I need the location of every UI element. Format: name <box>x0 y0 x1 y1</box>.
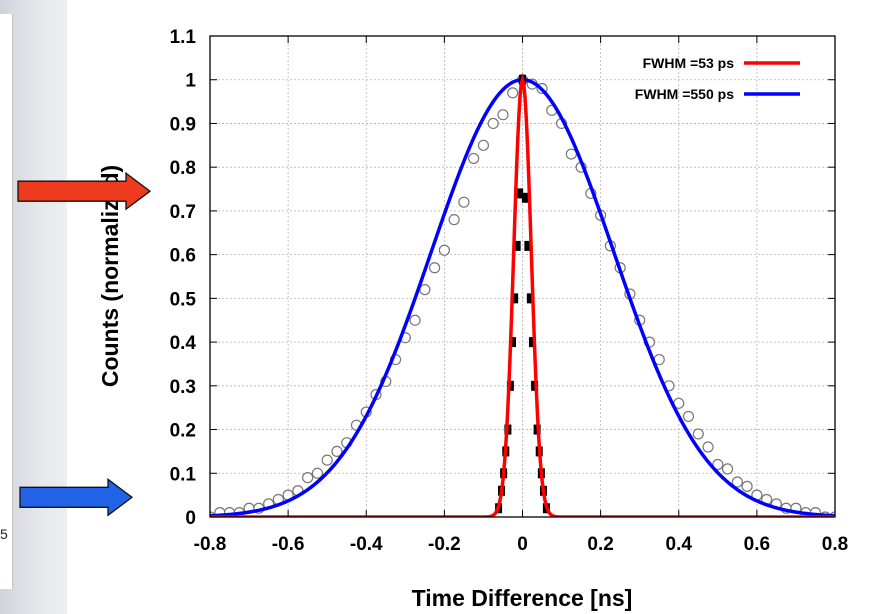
y-tick-label: 0 <box>185 508 196 529</box>
x-tick-label: -0.6 <box>272 534 305 555</box>
x-tick-label: 0.8 <box>822 534 848 555</box>
red-data-point <box>528 337 536 348</box>
blue-data-point <box>448 214 460 226</box>
x-tick-label: 0.4 <box>666 534 693 555</box>
blue-data-point <box>682 410 695 423</box>
red-data-point <box>524 240 532 251</box>
blue-data-point <box>487 117 499 130</box>
y-tick-label: 1.1 <box>170 27 197 48</box>
red-data-point <box>509 337 517 348</box>
blue-data-point <box>331 445 343 458</box>
blue-data-point <box>712 458 724 471</box>
x-tick-label: 0.2 <box>587 534 613 555</box>
legend-label-red: FWHM =53 ps <box>643 55 735 71</box>
blue-data-point <box>692 428 704 440</box>
series-layer <box>210 73 835 517</box>
blue-data-point <box>702 441 714 453</box>
x-axis-label: Time Difference [ns] <box>412 585 633 611</box>
red-fit-line <box>210 73 835 517</box>
blue-data-point <box>731 476 743 488</box>
legend: FWHM =53 ps FWHM =550 ps <box>635 55 800 102</box>
y-tick-label: 0.5 <box>170 289 197 310</box>
blue-data-point <box>565 148 577 160</box>
blue-data-point <box>311 467 324 479</box>
y-tick-label: 0.4 <box>170 333 197 354</box>
y-tick-label: 0.3 <box>170 377 196 398</box>
red-arrow <box>17 171 152 211</box>
y-tick-label: 0.1 <box>170 464 197 485</box>
legend-label-blue: FWHM =550 ps <box>635 86 734 102</box>
blue-data-point <box>429 262 441 274</box>
left-background-panel: 5 <box>0 0 67 614</box>
blue-data-point <box>458 196 470 208</box>
x-tick-label: -0.4 <box>350 534 383 555</box>
partial-figure-fragment <box>0 14 13 589</box>
red-data-point <box>511 293 519 304</box>
annotations <box>17 171 152 517</box>
y-tick-label: 0.2 <box>170 421 196 442</box>
y-tick-label: 0.6 <box>170 246 196 267</box>
blue-data-point <box>409 314 421 326</box>
blue-data-point <box>321 454 333 466</box>
blue-arrow <box>19 477 134 517</box>
x-tick-label: -0.8 <box>194 534 227 555</box>
y-axis-label: Counts (normalized) <box>97 165 123 387</box>
blue-data-point <box>497 109 509 121</box>
x-tick-label: -0.2 <box>428 534 461 555</box>
blue-data-point <box>302 472 314 484</box>
partial-tick-label: 5 <box>0 526 8 542</box>
y-tick-label: 0.8 <box>170 158 196 179</box>
red-data-point <box>521 192 529 203</box>
y-tick-label: 0.9 <box>170 114 196 135</box>
blue-data-point <box>721 463 734 475</box>
y-tick-label: 1 <box>185 71 196 92</box>
x-tick-label: 0 <box>517 534 528 555</box>
grid-lines <box>210 36 835 517</box>
blue-data-point <box>477 139 490 151</box>
axis-ticks: -0.8 -0.6 -0.4 -0.2 0 0.2 0.4 0.6 0.8 0 0.1 0.2 0.3 0… <box>170 27 849 555</box>
blue-data-point <box>419 284 431 296</box>
red-data-point <box>516 188 524 199</box>
blue-data-point <box>438 244 450 256</box>
red-data-point <box>513 240 521 251</box>
y-tick-label: 0.7 <box>170 202 196 223</box>
blue-data-point <box>741 480 753 492</box>
blue-data-point <box>507 87 519 99</box>
red-data-point <box>526 293 534 304</box>
x-tick-label: 0.6 <box>744 534 770 555</box>
blue-data-point <box>468 152 480 165</box>
